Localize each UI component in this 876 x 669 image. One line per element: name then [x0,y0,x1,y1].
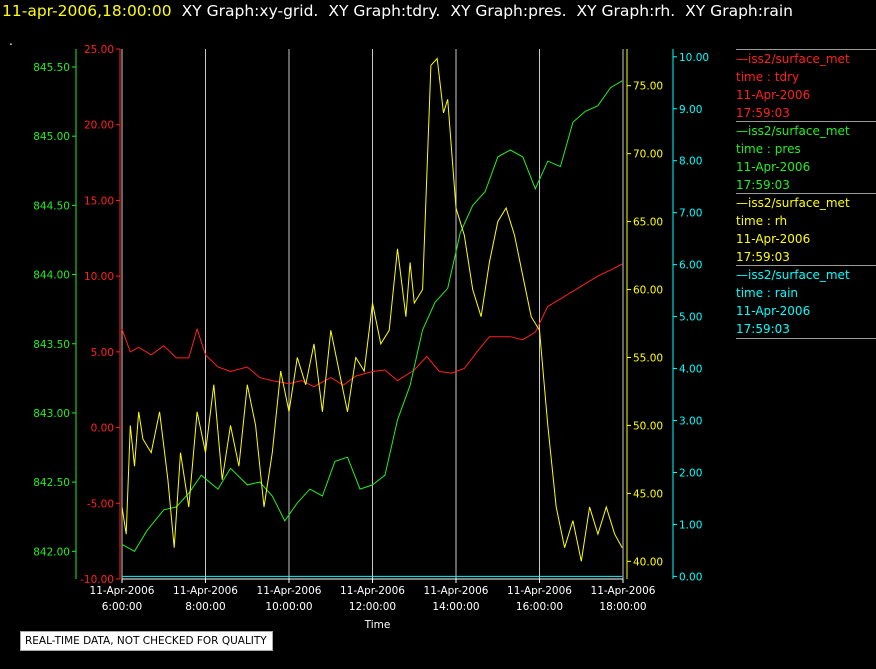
x-tick-label: 18:00:00 [599,601,646,613]
pres-series-line [121,80,623,552]
pres-tick-label: 842.00 [33,546,70,558]
legend-time: 17:59:03 [736,106,790,120]
legend-time: 17:59:03 [736,322,790,336]
rh-tick-label: 45.00 [633,488,663,500]
x-tick-label: 14:00:00 [432,601,479,613]
legend-field: time : tdry [736,70,800,84]
graph-title: XY Graph:tdry. [328,2,441,20]
tdry-tick-label: 0.00 [91,423,114,435]
legend-time: 17:59:03 [736,178,790,192]
pres-tick-label: 842.50 [33,477,70,489]
legend-entry-rh: —iss2/surface_met time : rh 11-Apr-2006 … [736,193,876,266]
legend-date: 11-Apr-2006 [736,304,811,318]
rain-tick-label: 2.00 [679,467,702,479]
graph-title: XY Graph:rh. [576,2,676,20]
header: 11-apr-2006,18:00:00 XY Graph:xy-grid. XY … [2,2,793,20]
legend-date: 11-Apr-2006 [736,88,811,102]
rain-tick-label: 7.00 [679,208,702,220]
rh-tick-label: 75.00 [633,81,663,93]
legend-date: 11-Apr-2006 [736,232,811,246]
x-tick-label: 12:00:00 [349,601,396,613]
rain-tick-label: 0.00 [679,571,702,583]
rh-tick-label: 65.00 [633,217,663,229]
rain-tick-label: 1.00 [679,519,702,531]
pres-tick-label: 845.50 [33,62,70,74]
x-tick-label: 11-Apr-2006 [424,585,489,597]
legend-source: —iss2/surface_met [736,52,850,66]
marker-dot: . [9,34,13,48]
graph-title: XY Graph:pres. [450,2,567,20]
legend-entry-rain: —iss2/surface_met time : rain 11-Apr-200… [736,265,876,339]
x-tick-label: 8:00:00 [185,601,225,613]
tdry-tick-label: 5.00 [91,347,114,359]
legend-separator [736,265,876,266]
graph-title: XY Graph:rain [685,2,793,20]
pres-tick-label: 844.00 [33,270,70,282]
legend-separator [736,193,876,194]
rh-tick-label: 50.00 [633,420,663,432]
rain-tick-label: 8.00 [679,156,702,168]
legend-date: 11-Apr-2006 [736,160,811,174]
legend-field: time : rh [736,214,788,228]
legend-source: —iss2/surface_met [736,268,850,282]
rain-tick-label: 4.00 [679,364,702,376]
tdry-series-line [121,263,623,388]
legend-field: time : pres [736,142,801,156]
x-tick-label: 11-Apr-2006 [173,585,238,597]
x-tick-label: 10:00:00 [265,601,312,613]
rain-tick-label: 10.00 [679,52,709,64]
rain-tick-label: 6.00 [679,260,702,272]
graph-title: XY Graph:xy-grid. [181,2,319,20]
quality-disclaimer: REAL-TIME DATA, NOT CHECKED FOR QUALITY [20,631,273,651]
rh-tick-label: 40.00 [633,556,663,568]
legend-entry-tdry: —iss2/surface_met time : tdry 11-Apr-200… [736,49,876,122]
x-tick-label: 11-Apr-2006 [591,585,656,597]
x-tick-label: 6:00:00 [102,601,142,613]
tdry-tick-label: 15.00 [84,195,114,207]
pres-tick-label: 843.50 [33,339,70,351]
x-tick-label: 11-Apr-2006 [257,585,322,597]
rh-tick-label: 55.00 [633,352,663,364]
legend-separator [736,338,876,339]
rh-tick-label: 70.00 [633,149,663,161]
tdry-tick-label: 25.00 [84,44,114,56]
tdry-tick-label: 10.00 [84,271,114,283]
x-tick-label: 11-Apr-2006 [340,585,405,597]
timestamp: 11-apr-2006,18:00:00 [2,2,172,20]
x-axis-label: Time [364,619,391,631]
pres-tick-label: 844.50 [33,200,70,212]
tdry-tick-label: 20.00 [84,120,114,132]
legend-time: 17:59:03 [736,250,790,264]
tdry-tick-label: -5.00 [87,498,114,510]
x-tick-label: 11-Apr-2006 [507,585,572,597]
legend-field: time : rain [736,286,799,300]
legend-separator [736,121,876,122]
legend-source: —iss2/surface_met [736,196,850,210]
rh-tick-label: 60.00 [633,285,663,297]
rain-tick-label: 9.00 [679,104,702,116]
legend-entry-pres: —iss2/surface_met time : pres 11-Apr-200… [736,121,876,194]
rain-tick-label: 5.00 [679,312,702,324]
rain-tick-label: 3.00 [679,416,702,428]
legend-source: —iss2/surface_met [736,124,850,138]
tdry-tick-label: -10.00 [80,574,114,586]
x-tick-label: 16:00:00 [516,601,563,613]
pres-tick-label: 845.00 [33,131,70,143]
legend-separator [736,49,876,50]
pres-tick-label: 843.00 [33,408,70,420]
rh-series-line [121,57,623,562]
x-tick-label: 11-Apr-2006 [90,585,155,597]
